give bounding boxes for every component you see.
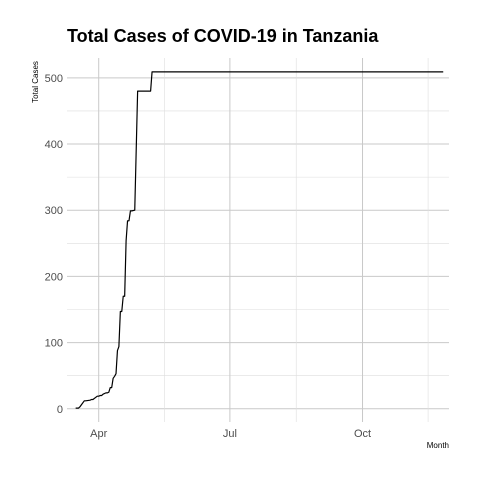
chart-title: Total Cases of COVID-19 in Tanzania <box>67 26 379 46</box>
series-line <box>75 71 444 409</box>
x-axis-title: Month <box>427 441 449 450</box>
y-tick-label: 200 <box>45 271 63 283</box>
x-tick-label: Oct <box>354 428 371 440</box>
series-layer <box>75 71 444 409</box>
y-tick-label: 500 <box>45 73 63 85</box>
y-tick-label: 0 <box>57 404 63 416</box>
y-axis-ticks: 0 100 200 300 400 500 <box>45 73 63 416</box>
y-tick-label: 100 <box>45 338 63 350</box>
x-axis-ticks: Apr Jul Oct <box>90 428 371 440</box>
grid-lines <box>67 58 449 422</box>
y-axis-title: Total Cases <box>31 61 40 103</box>
y-tick-label: 300 <box>45 205 63 217</box>
y-tick-label: 400 <box>45 139 63 151</box>
x-tick-label: Apr <box>90 428 107 440</box>
x-tick-label: Jul <box>223 428 237 440</box>
